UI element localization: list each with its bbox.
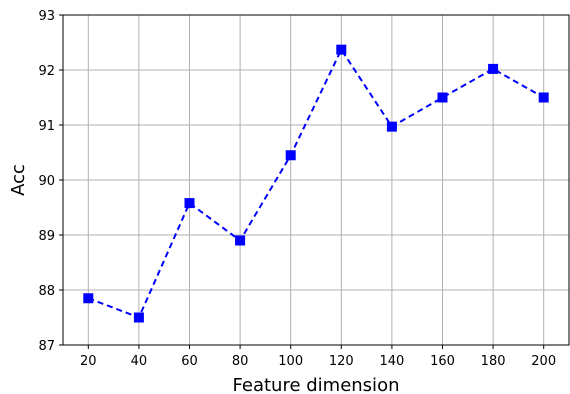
x-tick-label: 140 <box>379 354 404 369</box>
x-tick-label: 200 <box>531 354 556 369</box>
y-tick-label: 87 <box>38 339 55 354</box>
x-tick-label: 80 <box>232 354 249 369</box>
x-tick-label: 100 <box>278 354 303 369</box>
data-point-marker <box>488 63 499 74</box>
data-point-marker <box>285 150 296 161</box>
data-point-marker <box>133 312 144 323</box>
series-layer <box>83 44 549 323</box>
y-tick-label: 89 <box>38 229 55 244</box>
x-tick-label: 40 <box>131 354 148 369</box>
x-tick-label: 180 <box>481 354 506 369</box>
y-axis-label: Acc <box>8 164 29 196</box>
data-point-marker <box>336 44 347 55</box>
data-point-marker <box>184 198 195 209</box>
y-tick-label: 88 <box>38 284 55 299</box>
y-tick-label: 93 <box>38 9 55 24</box>
data-point-marker <box>235 235 246 246</box>
y-tick-label: 91 <box>38 119 55 134</box>
data-point-marker <box>83 293 94 304</box>
x-axis-label: Feature dimension <box>233 375 400 394</box>
y-tick-label: 92 <box>38 64 55 79</box>
data-point-marker <box>437 92 448 103</box>
series-line <box>87 47 545 319</box>
x-tick-label: 60 <box>181 354 198 369</box>
x-tick-label: 160 <box>430 354 455 369</box>
data-point-marker <box>386 121 397 132</box>
data-point-marker <box>538 92 549 103</box>
x-tick-label: 120 <box>329 354 354 369</box>
x-tick-label: 20 <box>80 354 97 369</box>
axis-ticks: 20 40 60 80 100 120 140 160 180 200 87 88 89 90 91 92 93 <box>38 9 556 369</box>
y-tick-label: 90 <box>38 174 55 189</box>
